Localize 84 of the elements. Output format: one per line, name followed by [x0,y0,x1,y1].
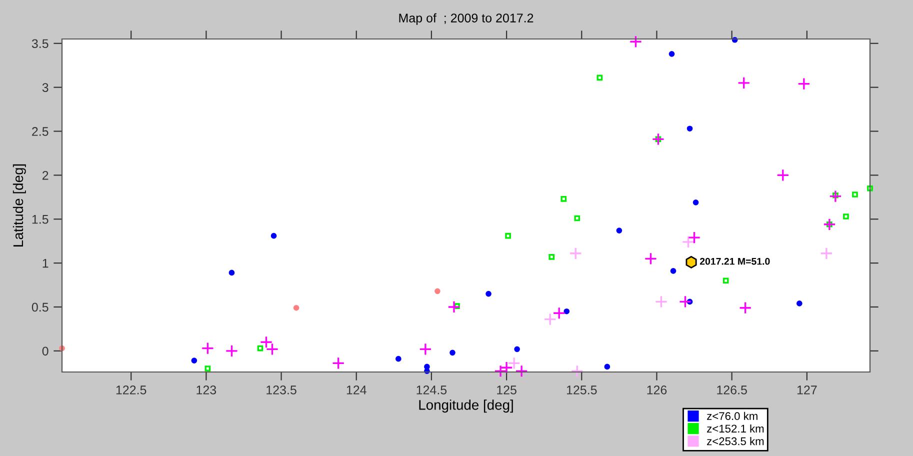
point [201,342,214,355]
point [738,301,752,314]
point [604,364,610,370]
point [514,346,520,352]
point [852,192,858,198]
y-tick-label: 2 [42,170,48,180]
point [434,288,440,294]
point [682,236,695,248]
y-tick-label: 0.5 [32,302,48,312]
point [486,290,492,297]
point [396,356,402,362]
y-tick-label: 2.5 [32,127,48,136]
point [668,51,675,57]
point [266,342,279,356]
point [448,300,460,314]
point [737,76,750,90]
point [574,215,580,222]
y-tick-label: 1.5 [32,215,48,224]
y-tick-label: 3 [42,83,48,92]
y-tick-label: 0 [42,346,48,356]
point [560,196,567,202]
y-tick-label: 1 [42,258,48,268]
point [260,336,273,349]
point [722,278,729,284]
point [191,358,198,364]
point [515,364,528,378]
point [616,228,622,234]
x-tick-label: 122.5 [116,386,146,394]
point [629,35,642,48]
point [820,246,833,260]
point [450,350,456,356]
point [419,342,432,356]
point [829,190,842,203]
x-tick-label: 127 [797,386,817,394]
point [564,308,570,314]
point [548,254,555,260]
legend-label: z<253.5 km [707,437,764,446]
point [655,136,662,142]
legend-label: z<76.0 km [707,412,758,420]
point [688,231,701,244]
point [823,218,836,231]
point [569,246,582,260]
point [228,270,235,276]
point [796,300,802,306]
point [596,74,603,81]
x-tick-label: 126 [647,386,667,394]
x-tick-label: 125 [497,386,516,394]
point [204,366,211,372]
point [654,295,668,308]
point [644,252,658,266]
point [505,232,511,239]
point [692,200,699,206]
x-tick-label: 125.5 [566,386,597,394]
point [552,306,566,320]
point [678,295,692,308]
point [544,312,556,326]
point [454,303,460,310]
point [832,192,838,198]
point [867,185,873,192]
point [670,268,676,274]
y-tick-label: 3.5 [32,39,48,48]
point [332,356,345,370]
x-tick-label: 123 [196,386,216,394]
point [293,304,300,311]
point [570,364,584,378]
point [508,356,520,370]
point [826,221,832,228]
x-axis-title: Longitude [deg] [419,400,513,413]
chart-title: Map of ; 2009 to 2017.2 [399,13,534,25]
x-tick-label: 126.5 [717,386,747,394]
point [798,77,810,90]
x-tick-label: 124.5 [416,386,447,394]
y-axis-title: Latitude [deg] [12,164,26,246]
legend-label: z<152.1 km [707,424,764,433]
x-tick-label: 123.5 [266,386,296,394]
annotation: 2017.21 M=51.0 [700,258,770,265]
point [652,132,665,146]
point [776,168,790,182]
point [843,214,849,220]
x-tick-label: 124 [346,386,366,394]
point [257,345,264,352]
point [686,126,693,132]
point [225,344,238,358]
point [270,232,277,239]
